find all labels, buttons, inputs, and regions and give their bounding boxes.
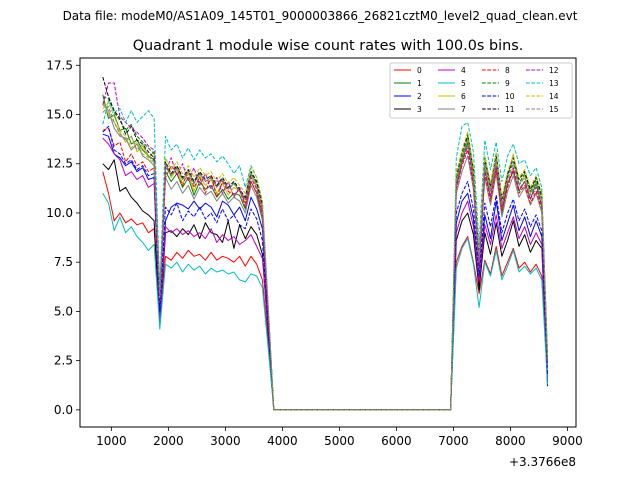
figure-suptitle: Data file: modeM0/AS1A09_145T01_90000038… [63, 9, 578, 23]
legend-label-9: 9 [505, 79, 510, 88]
x-tick-label: 5000 [324, 434, 355, 448]
legend-label-5: 5 [461, 79, 466, 88]
y-tick-label: 5.0 [54, 304, 73, 318]
chart-title: Quadrant 1 module wise count rates with … [133, 38, 524, 54]
y-tick-label: 2.5 [54, 354, 73, 368]
legend-label-1: 1 [417, 79, 422, 88]
legend-label-7: 7 [461, 105, 466, 114]
legend-label-14: 14 [549, 92, 559, 101]
y-tick-label: 15.0 [46, 108, 73, 122]
x-tick-label: 2000 [153, 434, 184, 448]
x-tick-label: 9000 [552, 434, 583, 448]
y-tick-label: 10.0 [46, 206, 73, 220]
y-axis: 0.0 2.5 5.0 7.5 10.0 12.5 15.0 17.5 [46, 58, 80, 417]
x-tick-label: 1000 [96, 434, 127, 448]
legend-label-6: 6 [461, 92, 466, 101]
legend-label-2: 2 [417, 92, 422, 101]
y-tick-label: 0.0 [54, 403, 73, 417]
legend-label-10: 10 [505, 92, 515, 101]
y-tick-label: 12.5 [46, 157, 73, 171]
y-tick-label: 17.5 [46, 58, 73, 72]
series-line-15 [102, 106, 548, 411]
axes-frame [79, 57, 577, 428]
y-tick-label: 7.5 [54, 255, 73, 269]
x-tick-label: 4000 [267, 434, 298, 448]
x-axis: 1000 2000 3000 4000 5000 6000 7000 8000 9000 [96, 427, 583, 448]
legend-label-15: 15 [549, 105, 559, 114]
legend-frame [389, 62, 573, 119]
legend-label-4: 4 [461, 66, 466, 75]
x-tick-label: 3000 [210, 434, 241, 448]
x-tick-label: 6000 [381, 434, 412, 448]
legend-label-11: 11 [505, 105, 515, 114]
legend-label-3: 3 [417, 105, 422, 114]
legend-label-13: 13 [549, 79, 559, 88]
x-tick-label: 8000 [495, 434, 526, 448]
series-layer [102, 76, 548, 411]
legend-label-12: 12 [549, 66, 559, 75]
legend-label-8: 8 [505, 66, 510, 75]
legend-label-0: 0 [417, 66, 422, 75]
x-tick-label: 7000 [438, 434, 469, 448]
x-axis-offset-label: +3.3766e8 [509, 455, 576, 469]
